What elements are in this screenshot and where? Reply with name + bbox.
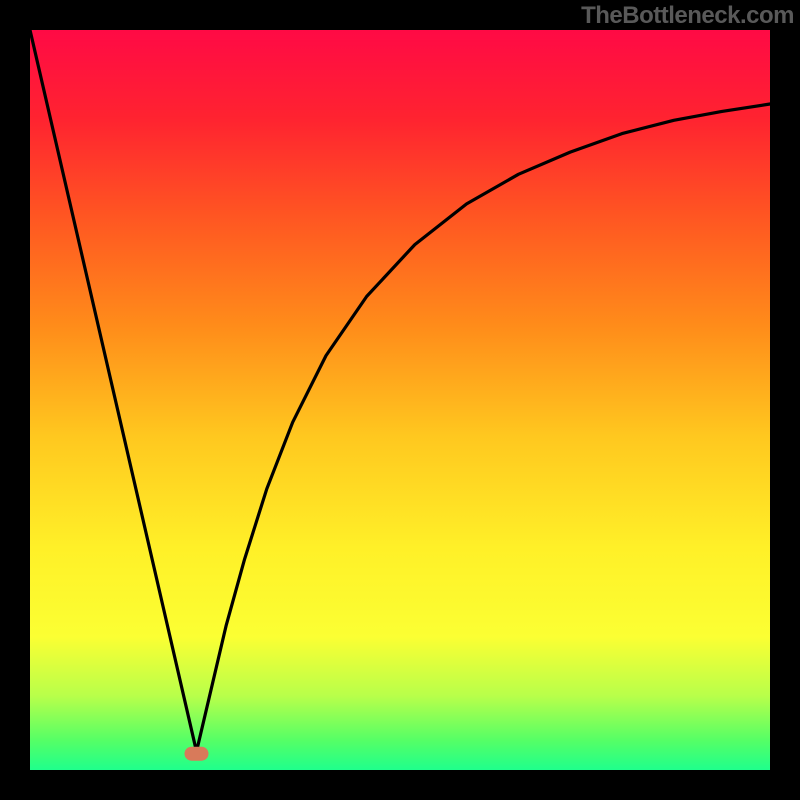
bottleneck-chart [0, 0, 800, 800]
chart-frame: TheBottleneck.com [0, 0, 800, 800]
plot-background [30, 30, 770, 770]
watermark-label: TheBottleneck.com [581, 2, 794, 30]
balance-point-marker [185, 747, 209, 761]
